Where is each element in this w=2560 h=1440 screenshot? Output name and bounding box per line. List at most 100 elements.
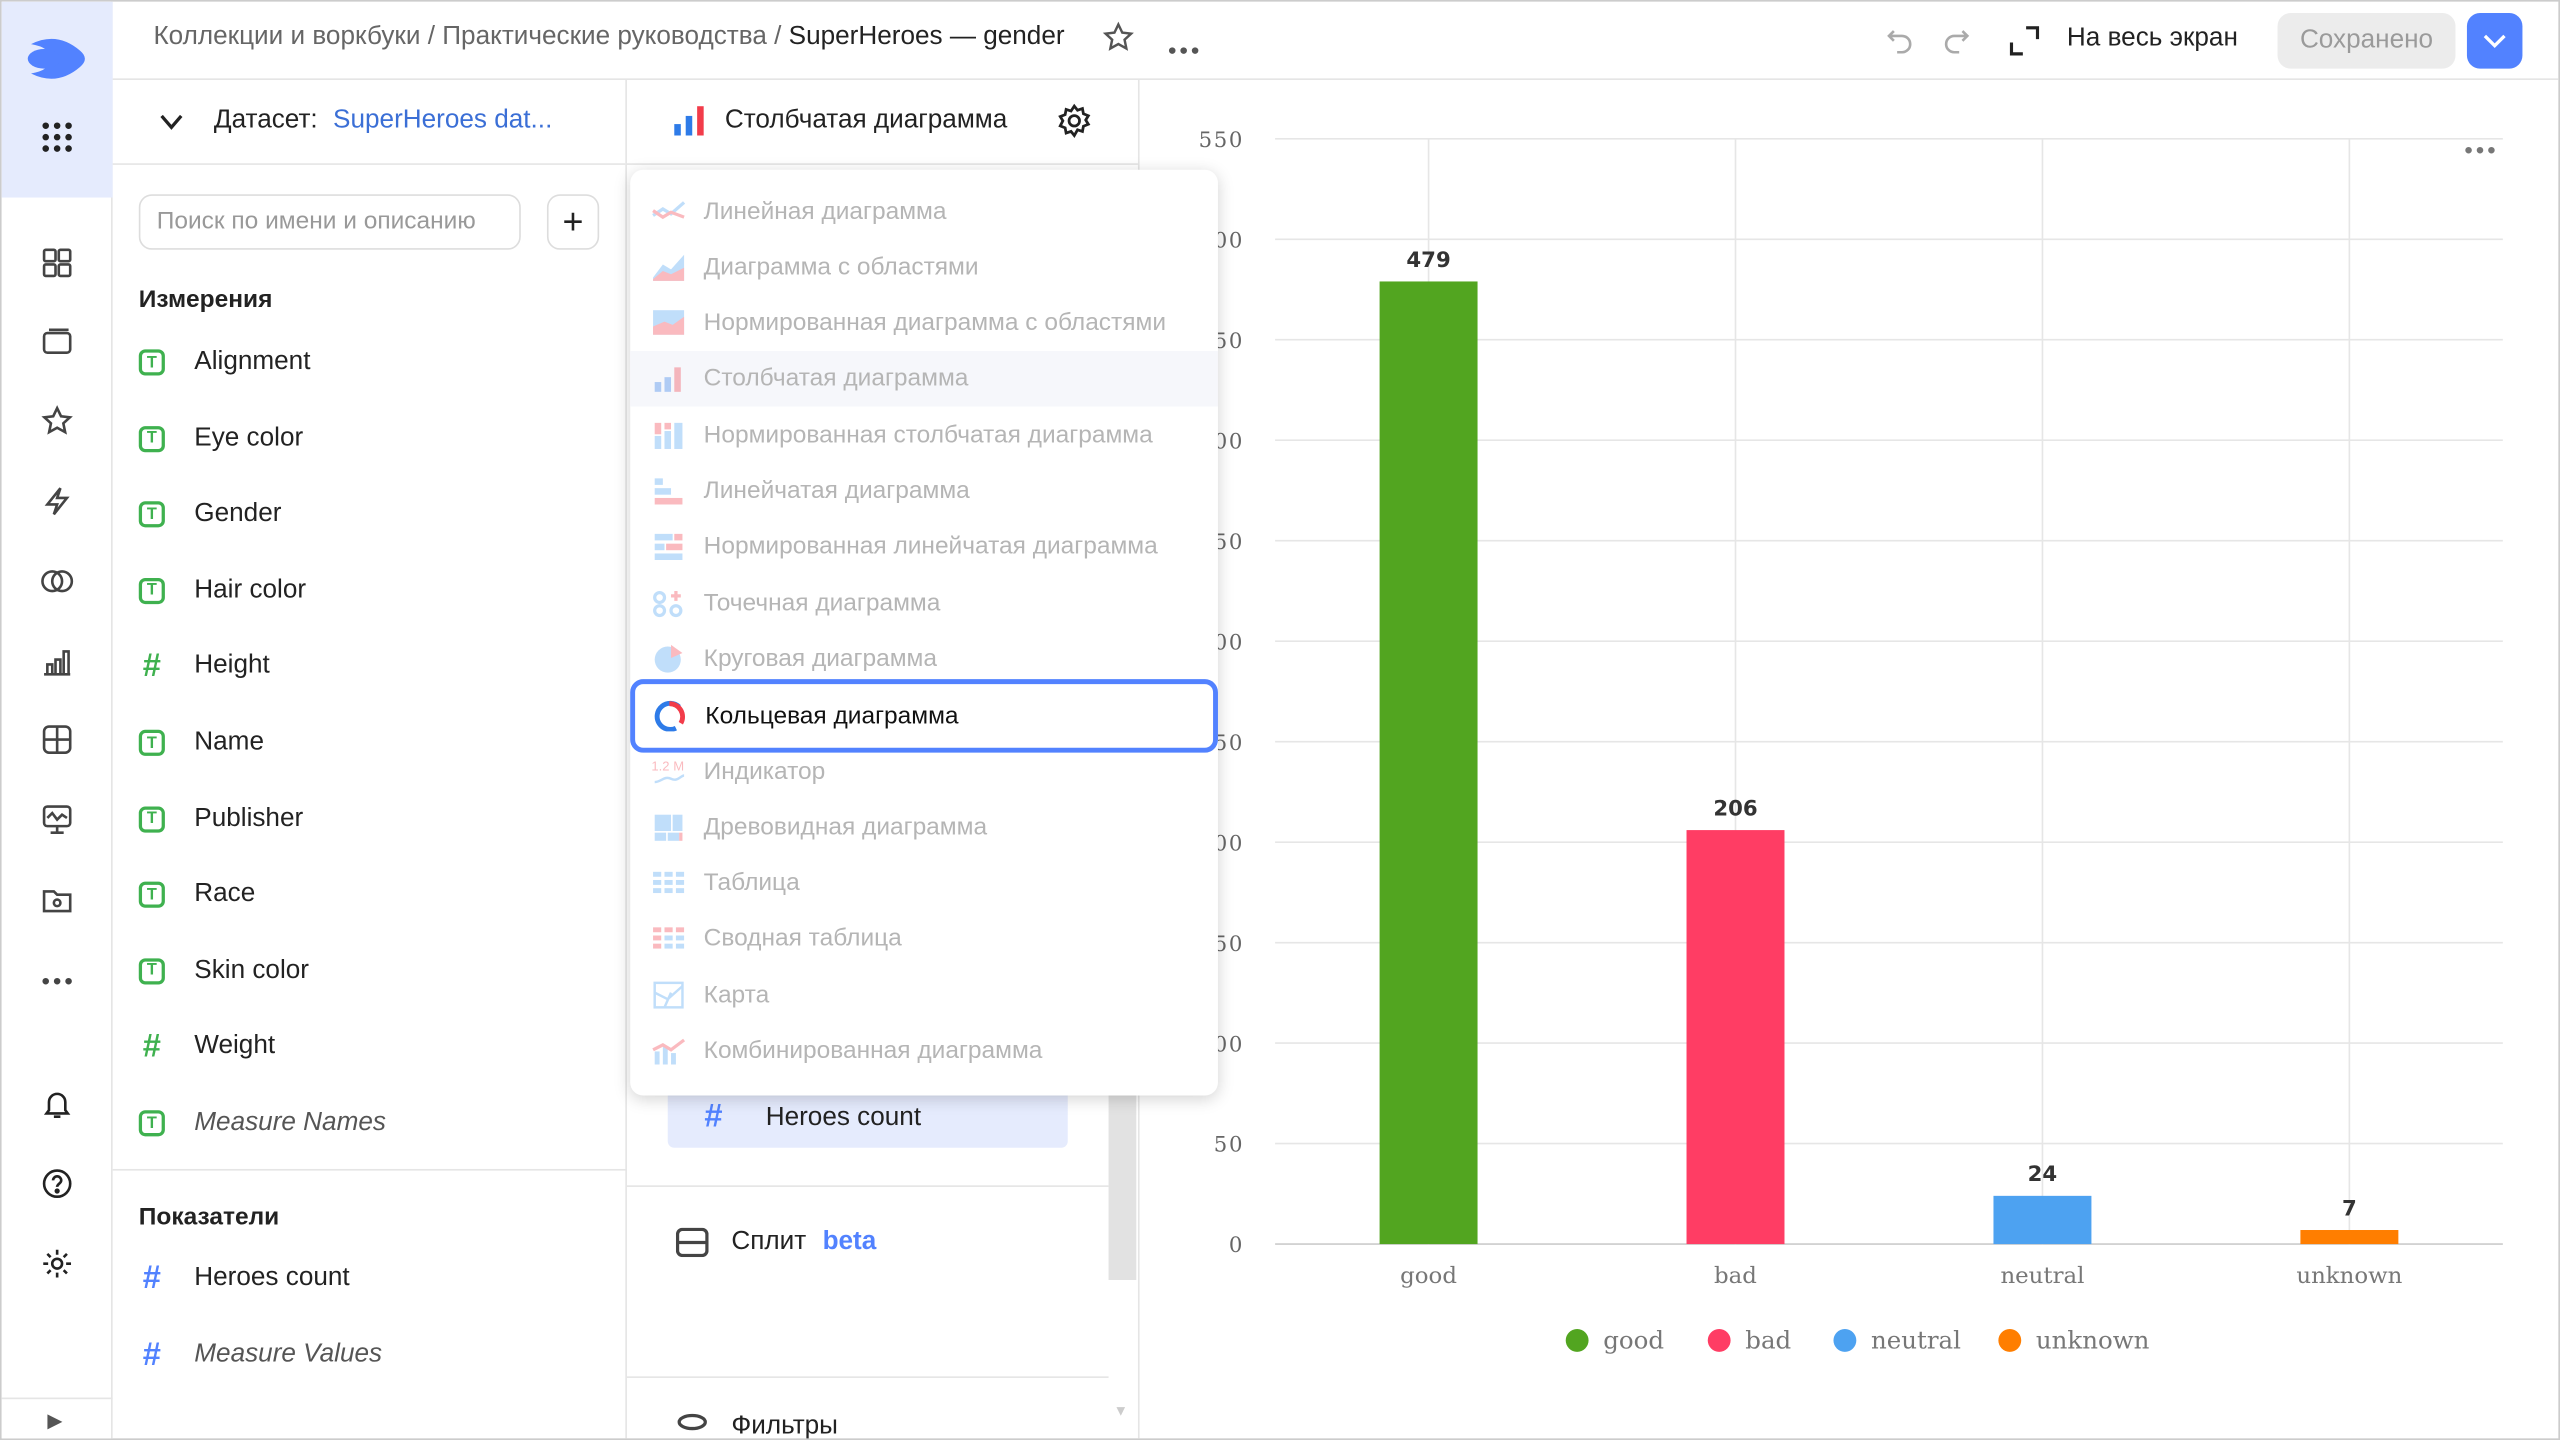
dimension-field[interactable]: T Gender	[138, 495, 281, 534]
more-actions-icon[interactable]	[1167, 34, 1200, 63]
dimension-field[interactable]: T Eye color	[138, 419, 303, 458]
dimension-field[interactable]: T Alignment	[138, 343, 310, 382]
table-icon[interactable]	[38, 720, 77, 759]
breadcrumb-item[interactable]: Практические руководства	[442, 22, 767, 51]
bar-unknown	[2300, 1230, 2399, 1245]
dimension-field[interactable]: # Weight	[139, 1028, 275, 1067]
dimension-field[interactable]: # Height	[139, 647, 270, 686]
y-tick-label: 0	[1229, 1233, 1244, 1258]
chart-type-option[interactable]: Диаграмма с областями	[630, 239, 1218, 295]
chart-menu-icon	[2488, 146, 2495, 154]
lightning-icon[interactable]	[38, 482, 77, 521]
star-icon[interactable]	[38, 402, 77, 441]
section-divider	[626, 1185, 1109, 1187]
split-section[interactable]: Сплит beta	[675, 1228, 876, 1258]
chart-type-option[interactable]: Кольцевая диаграмма	[630, 679, 1218, 753]
chart-type-option[interactable]: Карта	[630, 967, 1218, 1023]
chart-type-option[interactable]: Нормированная столбчатая диаграмма	[630, 407, 1218, 463]
dashboard-icon[interactable]	[38, 243, 77, 282]
fullscreen-button[interactable]: На весь экран	[2066, 24, 2238, 53]
save-options-button[interactable]	[2466, 13, 2523, 69]
apps-grid-icon[interactable]	[38, 118, 77, 157]
legend-marker	[1998, 1328, 2022, 1352]
help-icon[interactable]	[38, 1164, 77, 1203]
breadcrumb-separator: /	[774, 22, 782, 51]
measure-field[interactable]: # Heroes count	[139, 1259, 350, 1298]
chart-type-option[interactable]: Столбчатая диаграмма	[630, 350, 1218, 407]
connections-icon[interactable]	[38, 562, 77, 601]
scroll-down-icon[interactable]: ▼	[1113, 1402, 1129, 1419]
legend-item[interactable]: unknown	[2036, 1326, 2150, 1355]
redo-icon[interactable]	[1941, 24, 1970, 65]
option-label: Линейчатая диаграмма	[703, 476, 970, 505]
text-type-icon: T	[138, 349, 165, 376]
text-type-icon: T	[138, 805, 165, 832]
field-label: Race	[194, 880, 256, 909]
y-tick-label: 50	[1214, 1133, 1244, 1158]
dimension-field[interactable]: T Measure Names	[138, 1104, 386, 1143]
chart-type-option[interactable]: Комбинированная диаграмма	[630, 1023, 1218, 1079]
chart-icon[interactable]	[38, 642, 77, 681]
gear-icon[interactable]	[1056, 103, 1092, 139]
svg-text:1.2 M: 1.2 M	[651, 758, 684, 773]
undo-icon[interactable]	[1886, 24, 1915, 65]
measure-field[interactable]: # Measure Values	[139, 1336, 382, 1375]
dimension-field[interactable]: T Skin color	[138, 952, 309, 991]
option-label: Кольцевая диаграмма	[705, 702, 959, 730]
expand-nav-icon[interactable]: ▶	[47, 1408, 63, 1432]
add-field-button[interactable]: +	[546, 194, 600, 250]
dimension-field[interactable]: T Name	[138, 723, 264, 762]
chart-type-option[interactable]: Нормированная диаграмма с областями	[630, 295, 1218, 351]
breadcrumb-item[interactable]: Коллекции и воркбуки	[153, 22, 421, 51]
legend-item[interactable]: neutral	[1871, 1326, 1961, 1355]
option-label: Точечная диаграмма	[703, 588, 941, 617]
x-tick-label: good	[1400, 1263, 1457, 1289]
filters-section[interactable]: Фильтры	[676, 1412, 838, 1438]
dataset-header[interactable]: Датасет: SuperHeroes dat...	[112, 80, 626, 165]
line-chart-icon	[650, 196, 686, 225]
nav-logo-area	[1, 1, 113, 198]
more-icon[interactable]	[38, 962, 77, 1001]
normalized-bar-icon	[650, 420, 686, 449]
legend-marker	[1833, 1328, 1857, 1352]
chart-type-option[interactable]: Сводная таблица	[630, 911, 1218, 967]
measure-pill[interactable]: # Heroes count	[667, 1087, 1068, 1148]
text-type-icon: T	[138, 1110, 165, 1137]
settings-icon[interactable]	[38, 1244, 77, 1283]
chart-type-option[interactable]: Линейная диаграмма	[630, 183, 1218, 239]
data-label: 7	[2342, 1196, 2357, 1221]
field-search-input[interactable]: Поиск по имени и описанию	[138, 194, 521, 250]
chart-type-option[interactable]: Круговая диаграмма	[630, 631, 1218, 687]
dimension-field[interactable]: T Race	[138, 875, 256, 914]
dimension-field[interactable]: T Hair color	[138, 571, 306, 610]
logo-icon[interactable]	[24, 34, 89, 83]
chart-type-option[interactable]: 1.2 M Индикатор	[630, 743, 1218, 799]
chart-type-option[interactable]: Нормированная линейчатая диаграмма	[630, 519, 1218, 575]
monitor-icon[interactable]	[38, 800, 77, 839]
dataset-name-link[interactable]: SuperHeroes dat...	[333, 106, 553, 134]
scrollbar[interactable]	[1108, 1095, 1137, 1280]
favorite-star-icon[interactable]	[1102, 21, 1135, 62]
chart-type-option[interactable]: Древовидная диаграмма	[630, 799, 1218, 855]
option-label: Индикатор	[703, 756, 826, 785]
folder-icon[interactable]	[38, 880, 77, 919]
x-tick-label: neutral	[2000, 1263, 2084, 1289]
bell-icon[interactable]	[38, 1084, 77, 1123]
breadcrumb: Коллекции и воркбуки / Практические руко…	[153, 23, 1064, 52]
fullscreen-icon[interactable]	[2009, 26, 2040, 64]
legend-item[interactable]: bad	[1745, 1326, 1791, 1355]
legend-item[interactable]: good	[1603, 1326, 1664, 1355]
pie-chart-icon	[650, 644, 686, 673]
text-type-icon: T	[138, 729, 165, 756]
chart-type-option[interactable]: Линейчатая диаграмма	[630, 463, 1218, 519]
chart-type-selector[interactable]: Столбчатая диаграмма	[626, 80, 1138, 165]
collections-icon[interactable]	[38, 322, 77, 361]
chart-type-option[interactable]: Точечная диаграмма	[630, 575, 1218, 631]
dimension-field[interactable]: T Publisher	[138, 799, 303, 838]
save-button[interactable]: Сохранено	[2277, 13, 2456, 69]
option-label: Нормированная столбчатая диаграмма	[703, 420, 1153, 449]
map-icon	[650, 980, 686, 1009]
indicator-icon: 1.2 M	[650, 756, 686, 785]
chart-type-option[interactable]: Таблица	[630, 855, 1218, 911]
chart-area: 0 50 100 150 200 250 300 350 400 450 500 550 479 good…	[1140, 80, 2559, 1438]
